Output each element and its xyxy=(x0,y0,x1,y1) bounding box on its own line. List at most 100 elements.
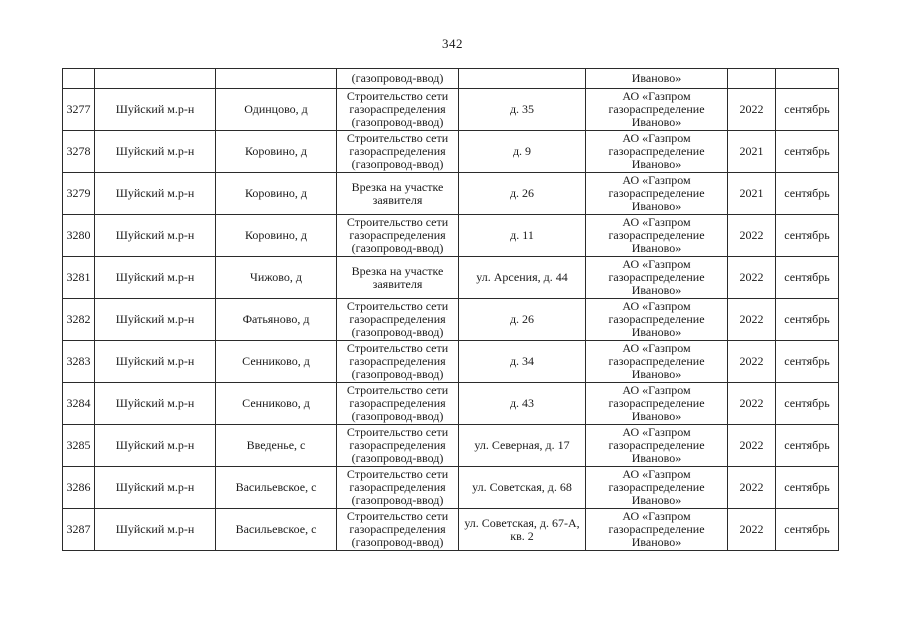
cell-work-description: Строительство сети газораспределения (га… xyxy=(336,424,459,467)
table-row: 3278 Шуйский м.р-н Коровино, д Строитель… xyxy=(62,130,839,173)
cell-number: 3285 xyxy=(62,424,95,467)
cell-settlement: Одинцово, д xyxy=(215,88,337,131)
cell-organization: АО «Газпром газораспределение Иваново» xyxy=(585,466,728,509)
cell-month xyxy=(775,68,839,89)
cell-number: 3284 xyxy=(62,382,95,425)
cell-month: сентябрь xyxy=(775,508,839,551)
cell-number: 3283 xyxy=(62,340,95,383)
cell-number: 3278 xyxy=(62,130,95,173)
cell-number: 3277 xyxy=(62,88,95,131)
cell-work-description: Строительство сети газораспределения (га… xyxy=(336,88,459,131)
cell-year: 2022 xyxy=(727,88,776,131)
cell-year: 2022 xyxy=(727,214,776,257)
cell-settlement: Коровино, д xyxy=(215,130,337,173)
cell-district: Шуйский м.р-н xyxy=(94,172,216,215)
cell-organization: АО «Газпром газораспределение Иваново» xyxy=(585,382,728,425)
cell-year: 2022 xyxy=(727,508,776,551)
cell-year: 2022 xyxy=(727,340,776,383)
cell-district xyxy=(94,68,216,89)
cell-month: сентябрь xyxy=(775,214,839,257)
cell-district: Шуйский м.р-н xyxy=(94,130,216,173)
cell-year: 2022 xyxy=(727,466,776,509)
cell-settlement: Коровино, д xyxy=(215,214,337,257)
page-number: 342 xyxy=(442,36,463,51)
cell-month: сентябрь xyxy=(775,172,839,215)
cell-month: сентябрь xyxy=(775,88,839,131)
table-row: 3279 Шуйский м.р-н Коровино, д Врезка на… xyxy=(62,172,839,215)
table-row: 3285 Шуйский м.р-н Введенье, с Строитель… xyxy=(62,424,839,467)
table-row: 3280 Шуйский м.р-н Коровино, д Строитель… xyxy=(62,214,839,257)
cell-address: д. 26 xyxy=(458,298,586,341)
cell-work-description: Строительство сети газораспределения (га… xyxy=(336,298,459,341)
cell-settlement: Чижово, д xyxy=(215,256,337,299)
table-row: 3282 Шуйский м.р-н Фатьяново, д Строител… xyxy=(62,298,839,341)
cell-year: 2022 xyxy=(727,298,776,341)
cell-work-description: (газопровод-ввод) xyxy=(336,68,459,89)
cell-number xyxy=(62,68,95,89)
cell-year xyxy=(727,68,776,89)
cell-district: Шуйский м.р-н xyxy=(94,508,216,551)
cell-district: Шуйский м.р-н xyxy=(94,256,216,299)
cell-month: сентябрь xyxy=(775,382,839,425)
cell-organization: АО «Газпром газораспределение Иваново» xyxy=(585,214,728,257)
cell-month: сентябрь xyxy=(775,340,839,383)
cell-address: ул. Советская, д. 68 xyxy=(458,466,586,509)
cell-district: Шуйский м.р-н xyxy=(94,466,216,509)
cell-work-description: Строительство сети газораспределения (га… xyxy=(336,382,459,425)
cell-district: Шуйский м.р-н xyxy=(94,340,216,383)
cell-work-description: Врезка на участке заявителя xyxy=(336,172,459,215)
cell-month: сентябрь xyxy=(775,466,839,509)
cell-settlement: Введенье, с xyxy=(215,424,337,467)
table-row: 3281 Шуйский м.р-н Чижово, д Врезка на у… xyxy=(62,256,839,299)
cell-number: 3287 xyxy=(62,508,95,551)
cell-district: Шуйский м.р-н xyxy=(94,88,216,131)
cell-district: Шуйский м.р-н xyxy=(94,298,216,341)
cell-address xyxy=(458,68,586,89)
gasification-schedule-table: (газопровод-ввод) Иваново» 3277 Шуйский … xyxy=(62,68,839,551)
cell-organization: АО «Газпром газораспределение Иваново» xyxy=(585,508,728,551)
cell-year: 2021 xyxy=(727,172,776,215)
cell-number: 3282 xyxy=(62,298,95,341)
cell-month: сентябрь xyxy=(775,298,839,341)
cell-settlement: Фатьяново, д xyxy=(215,298,337,341)
cell-number: 3286 xyxy=(62,466,95,509)
cell-address: д. 35 xyxy=(458,88,586,131)
cell-settlement: Сенниково, д xyxy=(215,382,337,425)
cell-organization: АО «Газпром газораспределение Иваново» xyxy=(585,88,728,131)
cell-work-description: Строительство сети газораспределения (га… xyxy=(336,508,459,551)
cell-month: сентябрь xyxy=(775,130,839,173)
table-row: 3277 Шуйский м.р-н Одинцово, д Строитель… xyxy=(62,88,839,131)
cell-month: сентябрь xyxy=(775,256,839,299)
cell-address: ул. Советская, д. 67-А, кв. 2 xyxy=(458,508,586,551)
cell-organization: АО «Газпром газораспределение Иваново» xyxy=(585,172,728,215)
cell-settlement: Коровино, д xyxy=(215,172,337,215)
cell-settlement: Сенниково, д xyxy=(215,340,337,383)
cell-work-description: Строительство сети газораспределения (га… xyxy=(336,340,459,383)
cell-district: Шуйский м.р-н xyxy=(94,424,216,467)
cell-work-description: Врезка на участке заявителя xyxy=(336,256,459,299)
table-row: 3283 Шуйский м.р-н Сенниково, д Строител… xyxy=(62,340,839,383)
cell-organization: АО «Газпром газораспределение Иваново» xyxy=(585,424,728,467)
cell-organization: АО «Газпром газораспределение Иваново» xyxy=(585,340,728,383)
table-row-continuation: (газопровод-ввод) Иваново» xyxy=(62,68,839,89)
cell-district: Шуйский м.р-н xyxy=(94,382,216,425)
cell-settlement: Васильевское, с xyxy=(215,508,337,551)
cell-year: 2022 xyxy=(727,256,776,299)
cell-district: Шуйский м.р-н xyxy=(94,214,216,257)
table-row: 3284 Шуйский м.р-н Сенниково, д Строител… xyxy=(62,382,839,425)
table-row: 3286 Шуйский м.р-н Васильевское, с Строи… xyxy=(62,466,839,509)
table-body: (газопровод-ввод) Иваново» 3277 Шуйский … xyxy=(62,68,839,551)
cell-address: ул. Северная, д. 17 xyxy=(458,424,586,467)
cell-organization: Иваново» xyxy=(585,68,728,89)
cell-organization: АО «Газпром газораспределение Иваново» xyxy=(585,130,728,173)
cell-address: д. 43 xyxy=(458,382,586,425)
cell-work-description: Строительство сети газораспределения (га… xyxy=(336,130,459,173)
cell-work-description: Строительство сети газораспределения (га… xyxy=(336,214,459,257)
cell-year: 2022 xyxy=(727,424,776,467)
cell-settlement xyxy=(215,68,337,89)
cell-number: 3280 xyxy=(62,214,95,257)
cell-year: 2021 xyxy=(727,130,776,173)
cell-address: д. 34 xyxy=(458,340,586,383)
cell-number: 3279 xyxy=(62,172,95,215)
